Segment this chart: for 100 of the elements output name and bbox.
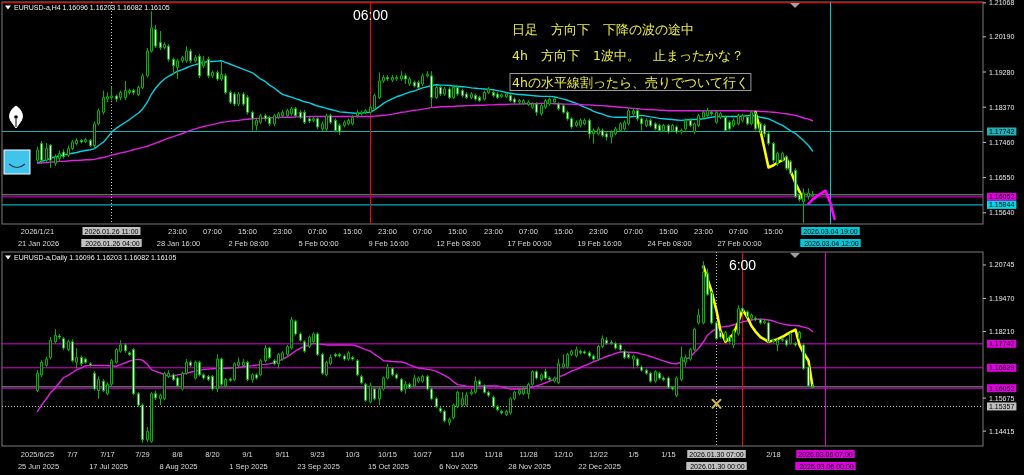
candlestick (741, 113, 744, 123)
candlestick (772, 141, 775, 164)
candlestick (176, 375, 179, 388)
candlestick (334, 352, 337, 359)
candlestick (299, 331, 302, 343)
candlestick (575, 119, 578, 128)
candlestick (351, 355, 354, 362)
candlestick (189, 48, 192, 64)
candlestick (49, 143, 52, 169)
candlestick (754, 111, 757, 131)
candlestick (627, 352, 630, 360)
candlestick (649, 117, 652, 128)
candlestick (474, 93, 477, 102)
candlestick (413, 80, 416, 88)
candlestick (645, 117, 648, 128)
candlestick (54, 328, 57, 345)
line-series (807, 189, 836, 221)
candlestick (321, 352, 324, 376)
candlestick (680, 346, 683, 382)
candlestick (505, 92, 508, 99)
candlestick (435, 85, 438, 100)
candlestick (391, 366, 394, 377)
candlestick (338, 352, 341, 359)
candlestick (662, 123, 665, 133)
candlestick (619, 121, 622, 133)
candlestick (623, 349, 626, 360)
candlestick (496, 91, 499, 100)
candlestick (198, 360, 201, 377)
candlestick (80, 354, 83, 367)
candlestick (719, 111, 722, 120)
candlestick (610, 129, 613, 145)
candlestick (360, 110, 363, 116)
candlestick (759, 121, 762, 135)
candlestick (360, 374, 363, 385)
candlestick (356, 109, 359, 119)
candlestick (605, 336, 608, 346)
candlestick (500, 92, 503, 99)
candlestick (124, 80, 127, 101)
candlestick (364, 108, 367, 115)
candlestick (789, 159, 792, 176)
candlestick (474, 375, 477, 395)
candlestick (97, 375, 100, 400)
candlestick (102, 90, 105, 116)
candlestick (268, 346, 271, 360)
candlestick (671, 123, 674, 133)
candlestick (750, 312, 753, 321)
candlestick (461, 391, 464, 408)
candlestick (518, 388, 521, 396)
candlestick (535, 101, 538, 117)
candlestick (710, 109, 713, 117)
candlestick (737, 113, 740, 126)
candlestick (395, 74, 398, 82)
candlestick (255, 117, 258, 131)
line-series (36, 102, 814, 164)
candlestick (75, 137, 78, 146)
candlestick (251, 372, 254, 384)
candlestick (557, 101, 560, 112)
candlestick (465, 91, 468, 100)
candlestick (728, 119, 731, 131)
candlestick (513, 97, 516, 105)
candlestick (413, 374, 416, 388)
candlestick (588, 117, 591, 140)
candlestick (408, 382, 411, 390)
candlestick (781, 337, 784, 343)
candlestick (49, 336, 52, 360)
candlestick (737, 304, 740, 336)
candlestick (58, 150, 61, 162)
candlestick (776, 338, 779, 352)
candlestick (583, 117, 586, 126)
candlestick (789, 331, 792, 346)
candlestick (417, 375, 420, 384)
candlestick (334, 117, 337, 133)
candlestick (492, 90, 495, 99)
candlestick (697, 308, 700, 325)
candlestick (132, 88, 135, 96)
candlestick (579, 349, 582, 355)
candlestick (759, 317, 762, 325)
candlestick (233, 361, 236, 382)
candlestick (251, 110, 254, 131)
candlestick (518, 98, 521, 105)
candlestick (316, 331, 319, 357)
candlestick (84, 357, 87, 365)
line-series (36, 318, 814, 413)
candlestick (807, 364, 810, 388)
candlestick (802, 187, 805, 224)
candlestick (308, 334, 311, 349)
candlestick (750, 109, 753, 126)
candlestick (351, 114, 354, 126)
candlestick (194, 360, 197, 381)
candlestick (325, 113, 328, 132)
candlestick (119, 90, 122, 101)
candlestick (619, 342, 622, 352)
candlestick (632, 353, 635, 370)
candlestick (658, 123, 661, 133)
candlestick (439, 85, 442, 97)
candlestick (124, 342, 127, 354)
candlestick (548, 97, 551, 107)
candlestick (303, 109, 306, 125)
candlestick (45, 356, 48, 368)
candlestick (448, 417, 451, 427)
